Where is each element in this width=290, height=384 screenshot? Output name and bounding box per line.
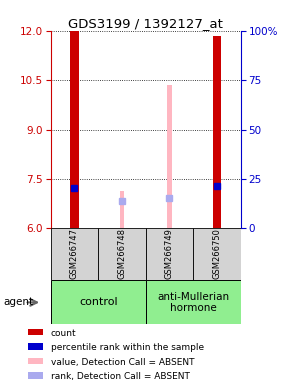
Text: GSM266750: GSM266750: [213, 228, 222, 279]
Text: rank, Detection Call = ABSENT: rank, Detection Call = ABSENT: [50, 372, 189, 381]
Bar: [167, 85, 172, 228]
Text: value, Detection Call = ABSENT: value, Detection Call = ABSENT: [50, 358, 194, 367]
Text: count: count: [50, 329, 76, 338]
Text: GSM266748: GSM266748: [117, 228, 126, 279]
Bar: [51, 228, 98, 280]
Bar: [28, 358, 43, 364]
Bar: [98, 228, 146, 280]
Bar: [146, 280, 241, 324]
Bar: [193, 228, 241, 280]
Text: GDS3199 / 1392127_at: GDS3199 / 1392127_at: [68, 17, 222, 30]
Bar: [213, 36, 221, 228]
Bar: [70, 31, 79, 228]
Text: percentile rank within the sample: percentile rank within the sample: [50, 344, 204, 353]
Text: control: control: [79, 297, 117, 308]
Bar: [28, 343, 43, 350]
Text: anti-Mullerian
hormone: anti-Mullerian hormone: [157, 291, 229, 313]
Bar: [51, 280, 146, 324]
Text: agent: agent: [3, 297, 33, 308]
Text: GSM266749: GSM266749: [165, 228, 174, 279]
Bar: [28, 372, 43, 379]
Text: GSM266747: GSM266747: [70, 228, 79, 279]
Bar: [119, 190, 124, 228]
Bar: [146, 228, 193, 280]
Bar: [28, 329, 43, 335]
